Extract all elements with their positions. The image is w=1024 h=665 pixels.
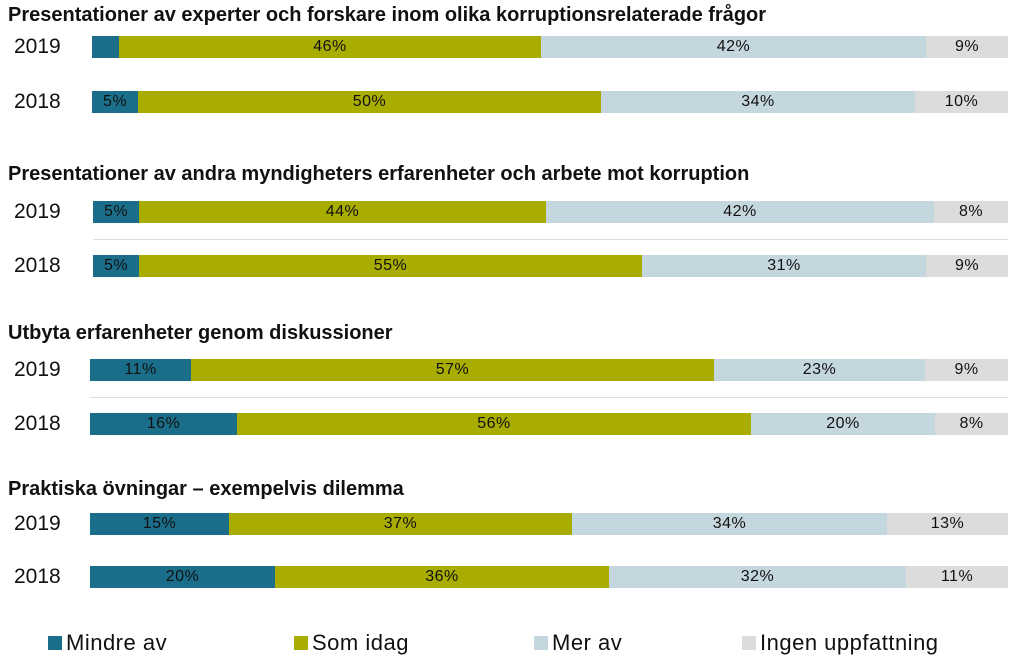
legend-label: Mindre av — [66, 630, 168, 655]
year-label: 2018 — [14, 565, 61, 588]
bar-segment-ingen-uppfattning: 9% — [926, 36, 1008, 58]
bar-segment-mindre-av: 5% — [92, 91, 138, 113]
legend-item-som-idag: Som idag — [294, 628, 409, 658]
bar-segment-mindre-av: 20% — [90, 566, 275, 588]
bar-segment-mindre-av: 5% — [93, 201, 139, 223]
bar-segment-mer-av: 42% — [541, 36, 926, 58]
stacked-bar: 5% 50% 34% 10% — [92, 91, 1008, 113]
bar-segment-ingen-uppfattning: 9% — [925, 359, 1008, 381]
panel-title: Utbyta erfarenheter genom diskussioner — [8, 322, 393, 344]
bar-segment-mindre-av: 11% — [90, 359, 191, 381]
legend-item-mindre-av: Mindre av — [48, 628, 167, 658]
bar-segment-mindre-av — [92, 36, 119, 58]
bar-segment-mindre-av: 5% — [93, 255, 139, 277]
bar-segment-mer-av: 31% — [642, 255, 926, 277]
bar-segment-ingen-uppfattning: 10% — [915, 91, 1008, 113]
stacked-bar: 20% 36% 32% 11% — [90, 566, 1008, 588]
year-label: 2018 — [14, 412, 61, 435]
bar-segment-som-idag: 37% — [229, 513, 572, 535]
bar-segment-som-idag: 44% — [139, 201, 546, 223]
legend-label: Ingen uppfattning — [760, 630, 939, 655]
bar-segment-mer-av: 32% — [609, 566, 906, 588]
bar-segment-ingen-uppfattning: 11% — [906, 566, 1008, 588]
year-label: 2019 — [14, 512, 61, 535]
stacked-bar: 46% 42% 9% — [92, 36, 1008, 58]
year-label: 2019 — [14, 35, 61, 58]
row-divider — [90, 397, 1008, 398]
bar-segment-som-idag: 50% — [138, 91, 601, 113]
legend-item-ingen-uppfattning: Ingen uppfattning — [742, 628, 939, 658]
bar-segment-som-idag: 46% — [119, 36, 541, 58]
chart-legend: Mindre av Som idag Mer av Ingen uppfattn… — [0, 628, 1024, 658]
panel-title: Presentationer av andra myndigheters erf… — [8, 163, 750, 185]
bar-segment-som-idag: 36% — [275, 566, 609, 588]
bar-segment-ingen-uppfattning: 13% — [887, 513, 1008, 535]
bar-segment-mer-av: 34% — [572, 513, 887, 535]
legend-label: Mer av — [552, 630, 623, 655]
stacked-bar: 15% 37% 34% 13% — [90, 513, 1008, 535]
legend-swatch-mindre-av — [48, 636, 62, 650]
legend-swatch-mer-av — [534, 636, 548, 650]
bar-segment-mer-av: 42% — [546, 201, 934, 223]
bar-segment-mer-av: 34% — [601, 91, 915, 113]
stacked-bar: 11% 57% 23% 9% — [90, 359, 1008, 381]
panel-title: Presentationer av experter och forskare … — [8, 4, 767, 26]
bar-segment-ingen-uppfattning: 8% — [934, 201, 1008, 223]
bar-segment-som-idag: 57% — [191, 359, 714, 381]
year-label: 2019 — [14, 200, 61, 223]
bar-segment-mindre-av: 15% — [90, 513, 229, 535]
row-divider — [93, 239, 1008, 240]
panel-title: Praktiska övningar – exempelvis dilemma — [8, 478, 404, 500]
bar-segment-som-idag: 56% — [237, 413, 751, 435]
bar-segment-mer-av: 20% — [751, 413, 935, 435]
bar-segment-ingen-uppfattning: 9% — [926, 255, 1008, 277]
legend-label: Som idag — [312, 630, 409, 655]
legend-swatch-som-idag — [294, 636, 308, 650]
bar-segment-mindre-av: 16% — [90, 413, 237, 435]
stacked-bar: 16% 56% 20% 8% — [90, 413, 1008, 435]
bar-segment-som-idag: 55% — [139, 255, 642, 277]
year-label: 2019 — [14, 358, 61, 381]
year-label: 2018 — [14, 90, 61, 113]
legend-swatch-ingen-uppfattning — [742, 636, 756, 650]
legend-item-mer-av: Mer av — [534, 628, 622, 658]
stacked-bar: 5% 55% 31% 9% — [93, 255, 1008, 277]
bar-segment-mer-av: 23% — [714, 359, 925, 381]
year-label: 2018 — [14, 254, 61, 277]
bar-segment-ingen-uppfattning: 8% — [935, 413, 1008, 435]
stacked-bar: 5% 44% 42% 8% — [93, 201, 1008, 223]
